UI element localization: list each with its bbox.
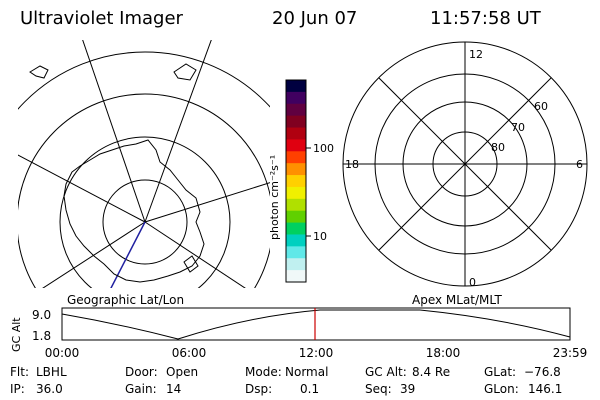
fov-edge-line (110, 221, 146, 288)
meridian-line (144, 182, 270, 223)
altitude-plot-frame (61, 307, 571, 341)
colorbar-cell (286, 234, 306, 247)
filter-value: LBHL (36, 365, 67, 379)
meridian-line (144, 40, 212, 223)
colorbar-frame (285, 79, 307, 283)
geographic-map: Geographic Lat/Lon (18, 40, 270, 307)
lat-circle-inner (102, 179, 188, 265)
colorbar-cell (286, 270, 306, 283)
colorbar-unit-label: photon cm⁻²s⁻¹ (268, 155, 281, 240)
filter-label: Flt: (10, 365, 29, 379)
mlt-label-12: 12 (469, 48, 483, 61)
mode-value: Normal (285, 365, 328, 379)
gain-label: Gain: (125, 382, 157, 396)
time-tick-label-12: 12:00 (299, 346, 334, 360)
gc-altitude-value: 8.4 Re (412, 365, 450, 379)
mlt-label-0: 0 (469, 276, 476, 289)
info-row-1: Flt: LBHL Door: Open Mode: Normal GC Alt… (10, 365, 561, 379)
geo-longitude-value: 146.1 (528, 382, 562, 396)
meridian-line (18, 154, 146, 223)
display-value: 0.1 (300, 382, 319, 396)
lat-circle-middle (59, 136, 231, 288)
antarctica-coastline (63, 139, 205, 283)
colorbar-gradient (286, 80, 306, 283)
sequence-value: 39 (400, 382, 415, 396)
altitude-tick-label-high: 9.0 (32, 308, 51, 322)
geo-longitude-label: GLon: (484, 382, 519, 396)
colorbar-cell (286, 127, 306, 141)
altitude-axis-label: GC Alt (10, 317, 23, 352)
colorbar-tick-label-100: 100 (313, 142, 334, 155)
colorbar-cell (286, 103, 306, 117)
mlat-label-60: 60 (534, 100, 548, 113)
geo-latitude-label: GLat: (484, 365, 516, 379)
meridian-line (42, 221, 146, 288)
gain-value: 14 (166, 382, 181, 396)
door-value: Open (166, 365, 198, 379)
geo-latitude-value: −76.8 (524, 365, 561, 379)
colorbar-cell (286, 258, 306, 271)
colorbar-cell (286, 151, 306, 164)
display-label: Dsp: (245, 382, 272, 396)
colorbar-cell (286, 198, 306, 212)
colorbar-cell (286, 222, 306, 236)
colorbar-cell (286, 80, 306, 93)
ip-value: 36.0 (36, 382, 63, 396)
instrument-title: Ultraviolet Imager (20, 8, 184, 29)
coastline-fragment (29, 65, 49, 79)
mode-label: Mode: (245, 365, 282, 379)
observation-time: 11:57:58 UT (430, 8, 542, 29)
colorbar-cell (286, 175, 306, 188)
altitude-curve (61, 309, 571, 340)
gc-altitude-label: GC Alt: (365, 365, 407, 379)
coastline-fragment (173, 63, 197, 81)
door-label: Door: (125, 365, 158, 379)
time-tick-label-end: 23:59 (553, 346, 588, 360)
lat-circle-outer (18, 93, 270, 288)
geographic-map-plot-area (18, 40, 270, 288)
magnetic-map: 12 0 18 6 60 70 80 Apex MLat/MLT (342, 41, 588, 307)
observation-date: 20 Jun 07 (272, 8, 357, 29)
mlt-label-6: 6 (576, 158, 583, 171)
colorbar-cell (286, 115, 306, 129)
time-tick-label-18: 18:00 (426, 346, 461, 360)
colorbar-tick-label-10: 10 (313, 230, 327, 243)
colorbar-cell (286, 246, 306, 259)
sequence-label: Seq: (365, 382, 392, 396)
colorbar-cell (286, 91, 306, 105)
mlat-label-70: 70 (511, 121, 525, 134)
colorbar-cell (286, 186, 306, 200)
mlat-label-80: 80 (491, 141, 505, 154)
meridian-line (82, 40, 146, 223)
magnetic-map-caption: Apex MLat/MLT (412, 293, 502, 307)
info-row-2: IP: 36.0 Gain: 14 Dsp: 0.1 Seq: 39 GLon:… (10, 382, 562, 396)
geographic-map-caption: Geographic Lat/Lon (67, 293, 184, 307)
intensity-colorbar: 100 10 photon cm⁻²s⁻¹ (268, 79, 334, 283)
mlt-label-18: 18 (345, 158, 359, 171)
colorbar-cell (286, 210, 306, 224)
colorbar-cell (286, 163, 306, 176)
ip-label: IP: (10, 382, 25, 396)
mlt-line-diagonal (378, 77, 552, 251)
lat-circle-outermost (18, 51, 270, 110)
time-tick-label-00: 00:00 (45, 346, 80, 360)
altitude-tick-label-low: 1.8 (32, 329, 51, 343)
time-tick-label-06: 06:00 (172, 346, 207, 360)
meridian-line (144, 221, 246, 288)
altitude-plot: GC Alt 9.0 1.8 00:00 06:00 12:00 18:00 2… (10, 307, 588, 360)
coastline-fragment (183, 255, 199, 273)
colorbar-cell (286, 139, 306, 152)
